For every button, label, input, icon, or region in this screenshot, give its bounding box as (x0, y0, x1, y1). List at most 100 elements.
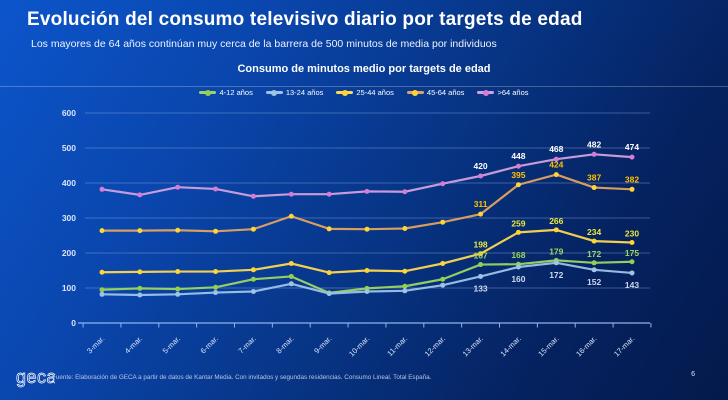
data-point (629, 240, 635, 245)
footer-source-text: Fuente: Elaboración de GECA a partir de … (52, 374, 432, 381)
data-point (629, 270, 635, 276)
data-point (553, 172, 559, 178)
legend-item-1: 13-24 años (265, 88, 324, 97)
legend-label: 13-24 años (285, 88, 324, 97)
data-point-label: 167 (473, 251, 487, 261)
data-point (440, 181, 446, 187)
data-point-label: 266 (549, 216, 563, 226)
page-number: 6 (691, 371, 695, 378)
data-point (175, 227, 181, 233)
series-13-24 años (99, 260, 635, 298)
data-point (402, 189, 408, 195)
data-point (478, 262, 484, 268)
legend-label: >64 años (497, 88, 529, 97)
page-subtitle: Los mayores de 64 años continúan muy cer… (31, 38, 497, 50)
data-point (440, 276, 446, 282)
data-point (288, 261, 294, 266)
chart-legend: 4-12 años 13-24 años 25-44 años 45-64 años >… (0, 88, 728, 97)
data-point (99, 291, 105, 297)
y-axis-tick-label: 0 (71, 318, 76, 328)
gridlines: 0 100 200 300 400 500 600 (62, 108, 650, 328)
data-point (326, 226, 332, 232)
data-point (591, 151, 597, 157)
data-point (137, 269, 143, 275)
data-point (288, 213, 294, 219)
data-point (326, 270, 332, 276)
data-point-label: 234 (587, 227, 601, 237)
data-point (591, 260, 597, 266)
x-axis-tick-label: 8-mar. (274, 334, 295, 355)
data-point (515, 264, 521, 270)
legend-label: 45-64 años (426, 88, 465, 97)
data-point (137, 292, 143, 298)
data-point (137, 192, 143, 198)
header-divider-line (0, 86, 728, 87)
legend-line-marker-icon (406, 89, 424, 96)
data-point-label: 230 (625, 229, 639, 239)
data-point (478, 211, 484, 217)
data-point-label: 133 (473, 283, 487, 293)
data-point (478, 251, 484, 257)
data-point-label: 395 (511, 170, 525, 180)
data-point-label: 387 (587, 173, 601, 183)
x-axis-tick-label: 4-mar. (123, 334, 144, 355)
data-point-label: 172 (549, 270, 563, 280)
data-point (326, 191, 332, 197)
data-point-label: 468 (549, 144, 563, 154)
series->64 años (99, 151, 635, 199)
y-axis-tick-label: 500 (62, 143, 76, 153)
legend-item-3: 45-64 años (406, 88, 465, 97)
data-point (364, 188, 370, 194)
data-point (175, 291, 181, 297)
x-axis-tick-label: 7-mar. (236, 334, 257, 355)
x-axis-tick-label: 13-mar. (461, 334, 485, 358)
data-point-label: 168 (511, 250, 525, 260)
y-axis-tick-label: 300 (62, 213, 76, 223)
legend-line-marker-icon (199, 89, 217, 96)
x-axis-tick-label: 3-mar. (85, 334, 106, 355)
legend-line-marker-icon (265, 89, 283, 96)
data-point (478, 173, 484, 179)
data-point-label: 474 (625, 142, 639, 152)
legend-line-marker-icon (336, 89, 354, 96)
data-point (440, 261, 446, 266)
data-point (213, 228, 219, 234)
data-point-label: 143 (625, 280, 639, 290)
data-point-label: 198 (473, 240, 487, 250)
data-point (99, 287, 105, 293)
data-point (553, 227, 559, 233)
data-point-label: 311 (474, 199, 488, 209)
data-point (288, 273, 294, 279)
data-point (175, 269, 181, 275)
data-point-label: 152 (587, 277, 601, 287)
data-point (402, 283, 408, 289)
data-point (99, 269, 105, 275)
x-axis-tick-label: 6-mar. (199, 334, 220, 355)
data-point-label: 482 (587, 139, 601, 149)
x-axis-tick-label: 9-mar. (312, 334, 333, 355)
series-25-44 años (99, 227, 635, 276)
data-point-label: 424 (549, 160, 563, 170)
data-point (213, 269, 219, 275)
data-point (99, 186, 105, 192)
data-point (591, 185, 597, 191)
data-point (402, 268, 408, 274)
data-point (629, 186, 635, 192)
x-axis-ticks (82, 323, 652, 328)
data-point (137, 228, 143, 234)
data-point (440, 219, 446, 225)
data-point-label: 175 (625, 248, 639, 258)
data-point (553, 260, 559, 266)
data-point (364, 289, 370, 294)
y-axis-tick-label: 200 (62, 248, 76, 258)
data-point (175, 184, 181, 190)
legend-item-0: 4-12 años (199, 88, 253, 97)
data-point-label: 382 (625, 174, 639, 184)
legend-label: 4-12 años (219, 88, 253, 97)
data-point (213, 186, 219, 192)
data-point (364, 226, 370, 232)
data-point (137, 285, 143, 291)
x-axis-tick-label: 11-mar. (385, 334, 409, 358)
data-point-label: 160 (511, 274, 525, 284)
data-point (515, 163, 521, 169)
